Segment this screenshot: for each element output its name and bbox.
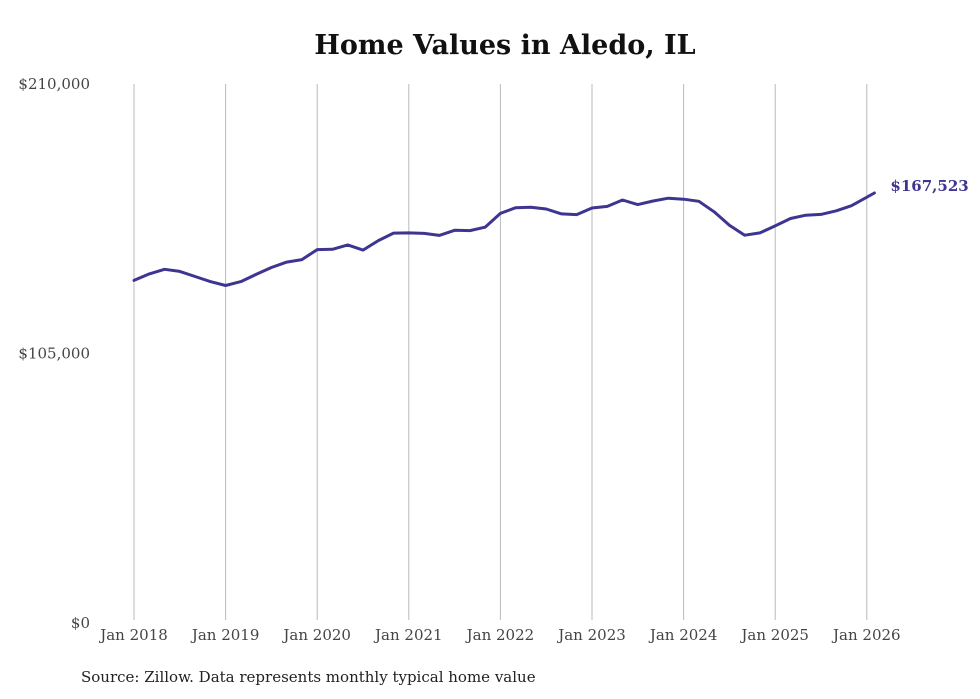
- x-tick-label: Jan 2019: [190, 626, 260, 644]
- x-tick-label: Jan 2026: [831, 626, 901, 644]
- x-tick-label: Jan 2021: [373, 626, 443, 644]
- x-tick-label: Jan 2023: [556, 626, 626, 644]
- y-tick-label: $210,000: [18, 75, 90, 93]
- x-tick-label: Jan 2024: [648, 626, 718, 644]
- x-axis-ticks: Jan 2018 Jan 2019 Jan 2020 Jan 2021 Jan 2022…: [98, 626, 900, 644]
- y-axis-ticks: $0 $105,000 $210,000: [18, 75, 90, 632]
- x-tick-label: Jan 2018: [98, 626, 168, 644]
- x-tick-label: Jan 2025: [739, 626, 809, 644]
- gridlines: [133, 84, 868, 620]
- y-tick-label: $105,000: [18, 345, 90, 363]
- y-tick-label: $0: [71, 614, 90, 632]
- source-note: Source: Zillow. Data represents monthly …: [81, 668, 536, 686]
- last-value-label: $167,523: [890, 177, 968, 195]
- x-tick-label: Jan 2022: [465, 626, 535, 644]
- x-tick-label: Jan 2020: [281, 626, 351, 644]
- home-value-line: [132, 191, 876, 287]
- chart-title: Home Values in Aledo, IL: [314, 30, 696, 61]
